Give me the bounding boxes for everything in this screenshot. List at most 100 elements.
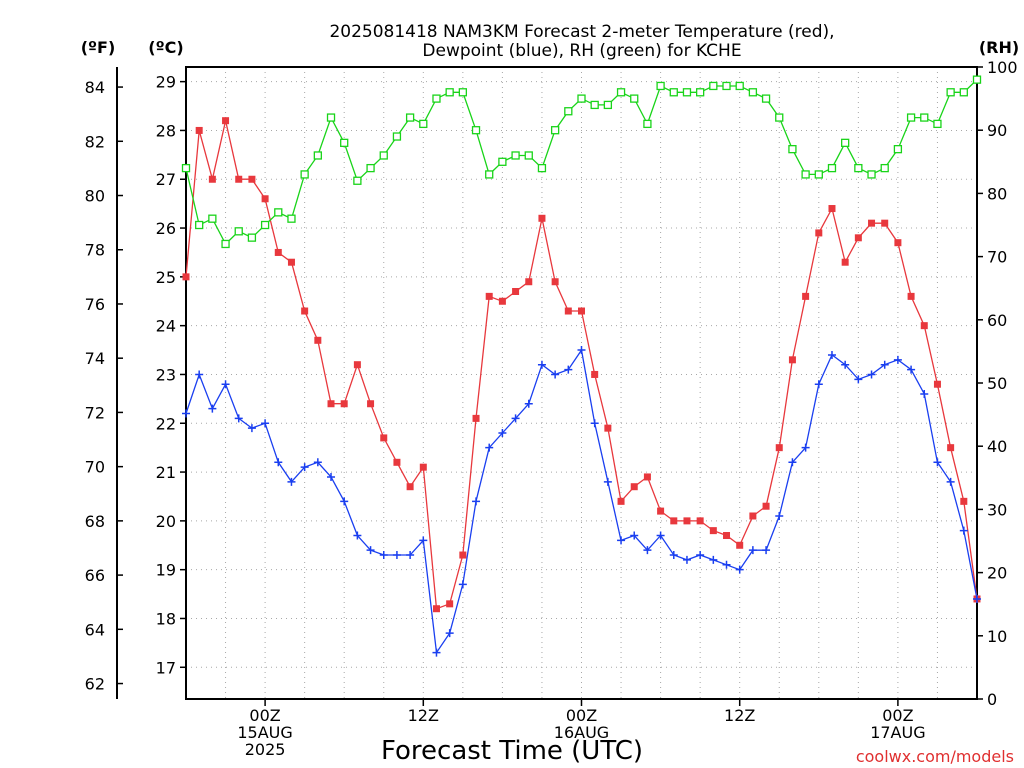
rh-point bbox=[669, 88, 678, 97]
dewpoint-point bbox=[696, 551, 705, 560]
rh-point bbox=[340, 138, 349, 147]
temperature-point bbox=[907, 292, 915, 300]
rh-tick-label: 80 bbox=[987, 184, 1007, 203]
dewpoint-point bbox=[841, 360, 850, 369]
celsius-tick-label: 27 bbox=[156, 170, 176, 189]
rh-point bbox=[577, 94, 586, 103]
rh-point bbox=[313, 151, 322, 160]
series-layer bbox=[181, 75, 982, 657]
rh-point bbox=[498, 157, 507, 166]
dewpoint-point bbox=[959, 526, 968, 535]
dewpoint-point bbox=[814, 380, 823, 389]
rh-point bbox=[656, 81, 665, 91]
dewpoint-point bbox=[524, 399, 533, 408]
temperature-point bbox=[485, 292, 493, 300]
dewpoint-point bbox=[485, 443, 494, 452]
rh-point bbox=[458, 88, 468, 97]
dewpoint-point bbox=[419, 536, 428, 545]
rh-point bbox=[788, 145, 797, 154]
celsius-tick-label: 23 bbox=[156, 365, 176, 384]
rh-point bbox=[801, 170, 810, 179]
rh-point bbox=[195, 220, 204, 230]
x-tick-label: 2025 bbox=[245, 740, 286, 759]
temperature-point bbox=[525, 278, 533, 286]
rh-point bbox=[841, 138, 850, 147]
dewpoint-point bbox=[682, 555, 691, 564]
dewpoint-point bbox=[261, 419, 270, 428]
temperature-point bbox=[604, 424, 612, 432]
rh-point bbox=[274, 208, 283, 217]
temperature-point bbox=[762, 502, 770, 510]
rh-point bbox=[432, 94, 441, 103]
celsius-tick-label: 17 bbox=[156, 658, 176, 677]
rh-unit-label: (RH) bbox=[979, 38, 1019, 57]
rh-point bbox=[880, 163, 889, 173]
rh-point bbox=[260, 220, 270, 230]
temperature-point bbox=[775, 444, 783, 452]
rh-point bbox=[696, 88, 705, 97]
rh-point bbox=[300, 170, 309, 179]
dewpoint-point bbox=[854, 375, 863, 384]
temperature-point bbox=[248, 175, 256, 183]
rh-point bbox=[906, 113, 916, 122]
celsius-tick-label: 24 bbox=[156, 317, 176, 336]
dewpoint-point bbox=[709, 555, 718, 564]
dewpoint-point bbox=[788, 458, 797, 467]
rh-point bbox=[722, 81, 731, 91]
temperature-point bbox=[446, 600, 454, 608]
dewpoint-point bbox=[274, 458, 283, 467]
x-tick-label: 15AUG bbox=[237, 723, 292, 742]
temperature-point bbox=[353, 361, 361, 369]
rh-point bbox=[590, 100, 599, 110]
rh-point bbox=[893, 145, 903, 154]
dewpoint-point bbox=[630, 531, 639, 540]
temperature-point bbox=[696, 517, 704, 525]
dewpoint-point bbox=[208, 404, 217, 413]
dewpoint-point bbox=[748, 546, 757, 555]
fahrenheit-tick-label: 84 bbox=[85, 78, 105, 97]
temperature-point bbox=[538, 214, 546, 222]
dewpoint-point bbox=[353, 531, 362, 540]
rh-tick-label: 30 bbox=[987, 500, 1007, 519]
chart-title-line1: 2025081418 NAM3KM Forecast 2-meter Tempe… bbox=[329, 22, 834, 42]
rh-point bbox=[524, 151, 533, 160]
celsius-tick-label: 21 bbox=[156, 463, 176, 482]
temperature-point bbox=[432, 605, 440, 613]
temperature-point bbox=[841, 258, 849, 266]
dewpoint-point bbox=[195, 370, 204, 379]
credit-label: coolwx.com/models bbox=[856, 747, 1014, 766]
temperature-point bbox=[274, 248, 282, 256]
dewpoint-point bbox=[801, 443, 810, 452]
dewpoint-point bbox=[366, 546, 375, 555]
temperature-point bbox=[472, 414, 480, 422]
temperature-point bbox=[868, 219, 876, 227]
rh-point bbox=[867, 170, 876, 179]
dewpoint-point bbox=[617, 536, 626, 545]
temperature-point bbox=[630, 483, 638, 491]
temperature-point bbox=[419, 463, 427, 471]
dewpoint-point bbox=[498, 429, 507, 438]
rh-tick-label: 60 bbox=[987, 311, 1007, 330]
dewpoint-point bbox=[221, 380, 230, 389]
rh-point bbox=[234, 227, 243, 236]
fahrenheit-tick-label: 62 bbox=[85, 675, 105, 694]
celsius-tick-label: 18 bbox=[156, 609, 176, 628]
dewpoint-point bbox=[762, 546, 771, 555]
temperature-point bbox=[327, 400, 335, 408]
temperature-point bbox=[393, 458, 401, 466]
fahrenheit-tick-label: 70 bbox=[85, 458, 105, 477]
rh-point bbox=[946, 88, 955, 97]
temperature-point bbox=[578, 307, 585, 315]
grid-lines bbox=[186, 67, 977, 699]
dewpoint-point bbox=[247, 424, 256, 433]
temperature-point bbox=[802, 292, 810, 300]
rh-point bbox=[814, 170, 823, 179]
rh-point bbox=[326, 113, 336, 122]
x-tick-label: 12Z bbox=[724, 706, 755, 725]
fahrenheit-tick-label: 82 bbox=[85, 132, 105, 151]
rh-point bbox=[959, 88, 968, 97]
dewpoint-point bbox=[933, 458, 942, 467]
temperature-line bbox=[185, 120, 978, 610]
temperature-point bbox=[287, 258, 295, 266]
